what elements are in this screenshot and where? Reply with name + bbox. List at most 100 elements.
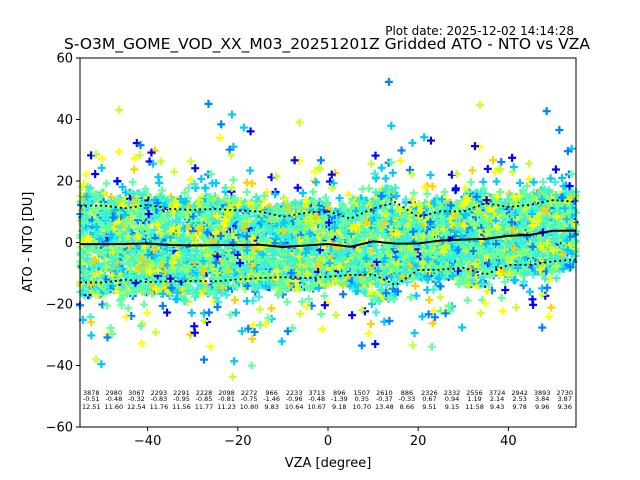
scatter-point — [406, 166, 415, 175]
scatter-point — [316, 156, 325, 165]
scatter-point — [108, 329, 117, 338]
scatter-point — [90, 207, 99, 216]
scatter-point — [137, 339, 146, 348]
scatter-point — [228, 110, 237, 119]
scatter-point — [406, 293, 415, 302]
scatter-point — [95, 234, 104, 243]
scatter-point — [87, 151, 96, 160]
scatter-point — [201, 184, 210, 193]
scatter-point — [298, 189, 307, 198]
scatter-point — [79, 179, 88, 188]
scatter-point — [247, 361, 256, 370]
scatter-point — [372, 308, 381, 317]
scatter-point — [396, 156, 405, 165]
scatter-point — [206, 342, 215, 351]
scatter-point — [92, 269, 101, 278]
scatter-point — [114, 147, 123, 156]
scatter-point — [293, 183, 302, 192]
scatter-point — [248, 335, 257, 344]
scatter-point — [302, 302, 311, 311]
scatter-layer — [76, 77, 580, 381]
scatter-point — [471, 142, 480, 151]
scatter-point — [79, 218, 88, 227]
scatter-point — [81, 270, 90, 279]
scatter-point — [128, 178, 137, 187]
scatter-point — [91, 170, 100, 179]
scatter-point — [409, 189, 418, 198]
scatter-point — [97, 360, 106, 369]
scatter-point — [344, 190, 353, 199]
scatter-point — [230, 295, 239, 304]
scatter-point — [426, 171, 435, 180]
scatter-point — [410, 329, 419, 338]
scatter-point — [85, 199, 94, 208]
scatter-point — [124, 304, 133, 313]
scatter-point — [163, 308, 172, 317]
scatter-point — [339, 290, 348, 299]
scatter-point — [320, 291, 329, 300]
scatter-point — [228, 372, 237, 381]
chart-title: S-O3M_GOME_VOD_XX_M03_20251201Z Gridded … — [64, 35, 590, 54]
scatter-point — [458, 323, 467, 332]
scatter-point — [102, 179, 111, 188]
scatter-point — [357, 341, 366, 350]
scatter-point — [427, 342, 436, 351]
scatter-point — [466, 178, 475, 187]
scatter-point — [463, 296, 472, 305]
scatter-point — [81, 214, 90, 223]
scatter-point — [82, 192, 91, 201]
scatter-point — [407, 170, 416, 179]
scatter-point — [425, 295, 434, 304]
scatter-point — [310, 176, 319, 185]
scatter-point — [290, 156, 299, 165]
scatter-point — [139, 300, 148, 309]
scatter-point — [436, 293, 445, 302]
scatter-point — [272, 172, 281, 181]
scatter-point — [452, 169, 461, 178]
scatter-point — [227, 151, 236, 160]
scatter-point — [332, 310, 341, 319]
scatter-point — [92, 222, 101, 231]
scatter-point — [158, 301, 167, 310]
scatter-point — [151, 328, 160, 337]
scatter-point — [83, 288, 92, 297]
scatter-point — [366, 319, 375, 328]
scatter-point — [103, 333, 112, 342]
scatter-point — [397, 146, 406, 155]
scatter-point — [309, 187, 318, 196]
scatter-point — [87, 331, 96, 340]
scatter-point — [283, 297, 292, 306]
scatter-point — [412, 291, 421, 300]
scatter-point — [200, 355, 209, 364]
scatter-point — [91, 232, 100, 241]
scatter-point — [246, 166, 255, 175]
scatter-point — [476, 101, 485, 110]
scatter-point — [411, 281, 420, 290]
scatter-point — [277, 337, 286, 346]
scatter-point — [205, 308, 214, 317]
scatter-point — [242, 178, 251, 187]
scatter-point — [113, 177, 122, 186]
scatter-point — [230, 357, 239, 366]
scatter-point — [191, 164, 200, 173]
scatter-point — [82, 170, 91, 179]
scatter-point — [87, 244, 96, 253]
plot-date: Plot date: 2025-12-02 14:14:28 — [385, 24, 574, 38]
scatter-point — [371, 340, 380, 349]
scatter-point — [371, 151, 380, 160]
scatter-point — [117, 301, 126, 310]
scatter-point — [318, 325, 327, 334]
scatter-point — [364, 329, 373, 338]
scatter-point — [216, 133, 225, 142]
scatter-point — [256, 305, 265, 314]
scatter-point — [377, 163, 386, 172]
scatter-point — [155, 178, 164, 187]
scatter-point — [90, 263, 99, 272]
scatter-point — [93, 228, 102, 237]
scatter-point — [368, 299, 377, 308]
scatter-point — [451, 185, 460, 194]
scatter-point — [94, 195, 103, 204]
scatter-point — [92, 150, 101, 159]
scatter-point — [87, 318, 96, 327]
